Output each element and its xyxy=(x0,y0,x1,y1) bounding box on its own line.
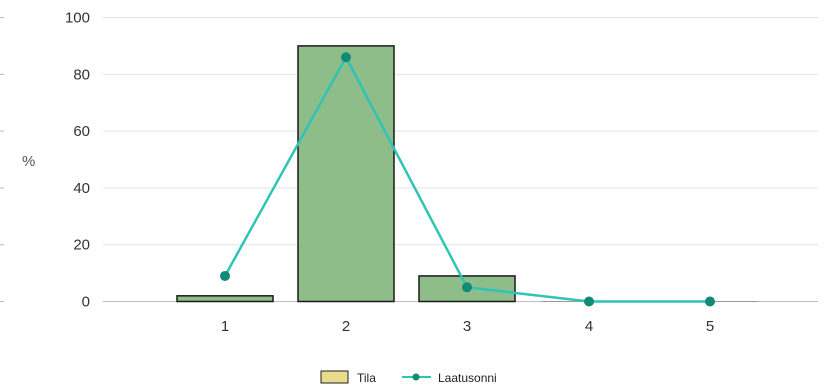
x-tick-label: 1 xyxy=(221,318,229,335)
line-series xyxy=(220,52,715,307)
legend: Tila Laatusonni xyxy=(320,370,497,385)
y-tick-label: 80 xyxy=(73,66,90,83)
y-axis-label: % xyxy=(22,153,35,170)
y-tick-label: 100 xyxy=(65,10,90,27)
legend-swatch-tila xyxy=(320,370,349,384)
bar xyxy=(176,295,274,303)
x-tick-label: 5 xyxy=(706,318,714,335)
y-tick-label: 40 xyxy=(73,180,90,197)
data-point xyxy=(341,52,351,63)
legend-marker-laatusonni xyxy=(412,373,420,381)
bar xyxy=(297,45,395,303)
y-tick-label: 20 xyxy=(73,237,90,254)
data-point xyxy=(462,282,472,293)
x-tick-label: 3 xyxy=(463,318,471,335)
y-tick-label: 0 xyxy=(82,294,90,311)
y-tick-label: 60 xyxy=(73,123,90,140)
data-point xyxy=(584,296,594,307)
gridlines xyxy=(0,17,818,302)
legend-label-laatusonni: Laatusonni xyxy=(438,371,497,385)
bar-series xyxy=(176,45,758,303)
x-tick-label: 2 xyxy=(342,318,350,335)
x-tick-label: 4 xyxy=(585,318,593,335)
y-axis-ticks: 0 20 40 60 80 100 xyxy=(65,10,90,311)
data-point xyxy=(220,270,230,281)
data-point xyxy=(705,296,715,307)
legend-label-tila: Tila xyxy=(357,371,376,385)
x-axis-ticks: 1 2 3 4 5 xyxy=(221,318,714,335)
